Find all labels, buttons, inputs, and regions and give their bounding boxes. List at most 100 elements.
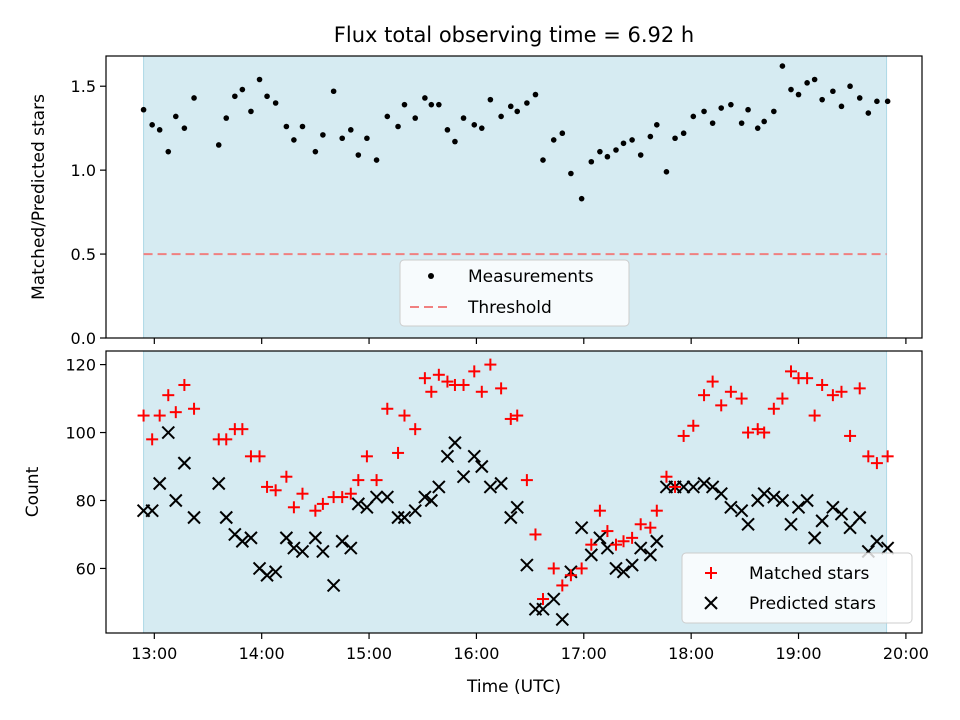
count-legend-box [681,552,913,624]
matched-point [344,487,357,500]
matched-point [687,419,700,432]
measurement-point [299,123,306,130]
matched-point [826,389,839,402]
matched-point [785,365,798,378]
matched-point [870,457,883,470]
predicted-point [584,548,599,562]
predicted-point [268,565,283,579]
measurement-point [745,106,751,113]
predicted-point [616,565,631,579]
matched-point [529,528,542,541]
predicted-point [650,534,664,548]
predicted-point [152,476,167,491]
predicted-point [391,510,405,525]
measurement-point [452,138,458,145]
matched-point [475,385,488,398]
measurement-point [838,103,845,110]
predicted-point [177,456,192,470]
predicted-point [440,449,455,464]
measurement-point [460,115,467,121]
measurement-point [514,108,521,115]
measurement-point [884,98,891,105]
matched-point [536,593,549,606]
matched-point [261,480,274,493]
measurement-point [355,152,362,158]
measurement-point [568,170,574,177]
predicted-legend-marker [704,596,718,610]
matched-point [626,531,639,544]
predicted-point [448,436,462,450]
predicted-point [705,480,720,494]
measurement-point [312,148,319,155]
matched-point [547,562,560,575]
measurement-point [613,147,619,153]
measurement-point [291,137,297,143]
x-tick-label: 13:00 [131,644,177,663]
matched-point [296,487,309,500]
matched-point [844,429,857,442]
matched-point [511,409,524,422]
predicted-point [870,534,884,548]
predicted-point [316,544,330,559]
measurement-point [672,135,678,142]
predicted-point [326,578,341,593]
matched-point [706,375,719,388]
measurement-point [540,157,546,163]
predicted-point [161,425,175,440]
measurement-point [348,127,354,133]
predicted-point [380,490,395,504]
matched-point [735,392,748,405]
measurement-point [373,157,380,163]
predicted-points [136,425,895,627]
measurement-point [629,137,635,143]
measurement-point [172,113,179,120]
measurement-point [283,123,290,130]
matched-point [441,375,454,388]
predicted-point [625,558,639,572]
measurement-point [384,113,391,120]
predicted-point [775,493,790,508]
predicted-point [456,470,471,484]
matched-point [644,521,657,534]
matched-point [146,433,159,446]
predicted-point [734,503,749,518]
matched-legend-marker [705,567,717,579]
measurements-legend-label: Measurements [468,267,594,287]
measurement-point [239,86,246,93]
predicted-point [643,548,658,562]
matched-point [352,474,365,487]
measurement-point [701,108,707,115]
matched-point [236,423,249,436]
matched-point [495,382,508,395]
predicted-point [633,541,648,555]
ratio-legend: Measurements Threshold [399,259,630,327]
matched-point [153,409,166,422]
predicted-point [397,510,412,525]
measurement-point [779,63,786,69]
predicted-point [741,517,755,531]
measurement-point [637,152,644,158]
measurement-point [647,133,654,140]
predicted-point [724,500,738,514]
matched-point [575,562,588,575]
measurement-point [471,122,478,128]
predicted-point [800,493,814,508]
measurement-point [771,108,777,115]
predicted-point [475,459,489,474]
measurement-point [718,105,725,111]
measurement-point [498,113,504,120]
matched-point [398,409,411,422]
predicted-point [574,520,589,535]
matched-point [585,538,598,551]
predicted-point [287,541,301,555]
measurement-point [524,100,530,106]
measurement-point [436,101,442,108]
matched-point [392,446,405,459]
x-tick-label: 14:00 [239,644,285,663]
matched-point [409,423,422,436]
predicted-point [494,476,508,491]
measurement-point [788,86,794,93]
x-axis-label: Time (UTC) [466,677,561,697]
x-tick-label: 20:00 [883,644,929,663]
measurement-point [559,130,566,137]
